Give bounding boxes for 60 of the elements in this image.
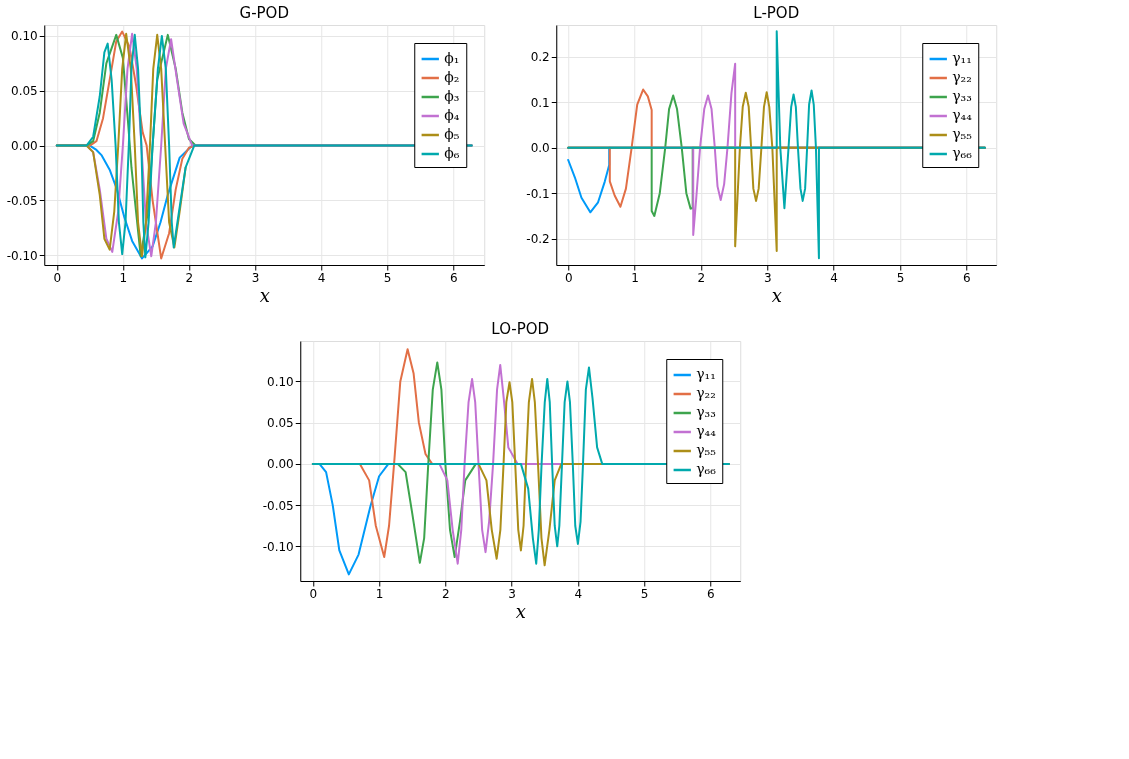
x-tick-label: 1 (375, 586, 384, 601)
y-tick-label: -0.05 (262, 498, 294, 513)
legend-label: γ₁₁ (696, 366, 716, 382)
x-tick-label: 0 (309, 586, 318, 601)
y-tick-label: 0.00 (11, 139, 38, 154)
x-tick-label: 0 (564, 270, 573, 285)
x-axis-title: x (771, 284, 782, 306)
legend-label: γ₄₄ (696, 423, 717, 439)
y-tick-label: -0.10 (6, 248, 38, 263)
x-tick-label: 6 (449, 270, 458, 285)
legend-label: γ₁₁ (952, 50, 972, 66)
legend-label: γ₃₃ (952, 88, 972, 104)
x-tick-label: 2 (185, 270, 194, 285)
x-tick-label: 4 (830, 270, 838, 285)
y-tick-label: -0.1 (526, 186, 550, 201)
x-tick-label: 6 (963, 270, 971, 285)
legend-label: γ₃₃ (696, 404, 716, 420)
x-tick-label: 3 (508, 586, 516, 601)
legend-label: ϕ₃ (444, 88, 460, 104)
legend-label: γ₅₅ (696, 442, 717, 458)
legend-label: γ₂₂ (952, 69, 972, 85)
y-tick-label: -0.2 (526, 232, 550, 247)
x-tick-label: 3 (763, 270, 772, 285)
x-tick-label: 6 (707, 586, 715, 601)
y-tick-label: 0.10 (267, 374, 294, 389)
y-tick-label: -0.10 (262, 539, 294, 554)
x-axis-title: x (515, 600, 526, 622)
legend-label: γ₄₄ (952, 107, 973, 123)
x-tick-label: 5 (383, 270, 392, 285)
x-axis-title: x (259, 284, 270, 306)
x-tick-label: 5 (896, 270, 905, 285)
x-tick-label: 4 (317, 270, 326, 285)
legend-label: ϕ₂ (444, 69, 460, 85)
x-tick-label: 1 (119, 270, 128, 285)
y-tick-label: -0.05 (6, 193, 38, 208)
x-tick-label: 2 (697, 270, 706, 285)
legend-label: ϕ₄ (444, 107, 460, 123)
x-tick-label: 4 (574, 586, 583, 601)
legend-label: ϕ₅ (444, 126, 460, 142)
y-tick-label: 0.2 (530, 50, 550, 65)
y-tick-label: 0.10 (11, 29, 38, 44)
chart-title: G-POD (239, 4, 289, 22)
x-tick-label: 3 (251, 270, 260, 285)
legend-label: γ₆₆ (952, 145, 973, 161)
y-tick-label: 0.00 (267, 457, 294, 472)
legend-label: ϕ₆ (444, 145, 460, 161)
chart-title: L-POD (753, 4, 800, 22)
legend-label: ϕ₁ (444, 50, 460, 66)
y-tick-label: 0.0 (530, 141, 550, 156)
legend-label: γ₂₂ (696, 385, 716, 401)
y-tick-label: 0.05 (11, 84, 38, 99)
chart-title: LO-POD (491, 320, 550, 338)
legend-label: γ₅₅ (952, 126, 973, 142)
x-tick-label: 5 (640, 586, 649, 601)
x-tick-label: 2 (442, 586, 450, 601)
x-tick-label: 0 (53, 270, 62, 285)
y-tick-label: 0.05 (267, 416, 294, 431)
y-tick-label: 0.1 (530, 95, 550, 110)
x-tick-label: 1 (631, 270, 639, 285)
legend-label: γ₆₆ (696, 461, 717, 477)
